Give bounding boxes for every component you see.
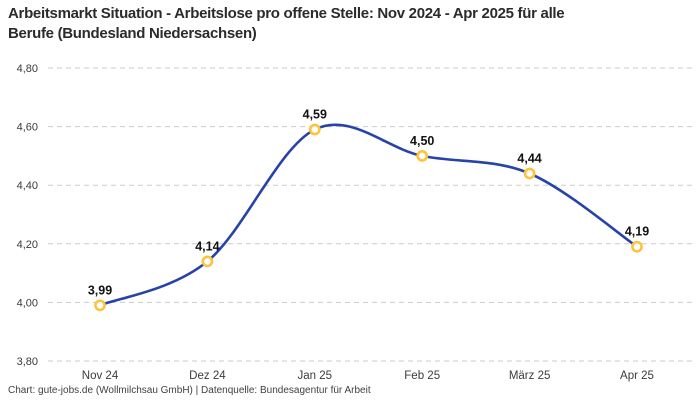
data-point-label: 4,59 bbox=[303, 108, 327, 122]
y-tick-label: 3,80 bbox=[17, 356, 38, 368]
data-point-markers bbox=[94, 123, 643, 312]
x-axis-tick-labels: Nov 24 Dez 24 Jan 25 Feb 25 März 25 Apr 25 bbox=[82, 370, 654, 382]
y-tick-label: 4,60 bbox=[17, 122, 38, 134]
data-point-label: 4,14 bbox=[195, 239, 219, 253]
chart-title: Arbeitsmarkt Situation - Arbeitslose pro… bbox=[8, 4, 565, 44]
x-tick-label: Dez 24 bbox=[189, 370, 226, 382]
data-point-marker bbox=[416, 150, 429, 162]
series-line bbox=[98, 123, 639, 307]
data-point-label: 3,99 bbox=[88, 283, 112, 297]
data-point-marker bbox=[631, 240, 643, 253]
line-chart: 3,80 4,00 4,20 4,40 4,60 4,80 Nov 24 Dez 24 Jan… bbox=[17, 63, 696, 382]
attribution-text: Chart: gute-jobs.de (Wollmilchsau GmbH) … bbox=[8, 385, 371, 396]
data-point-label: 4,19 bbox=[625, 225, 649, 239]
data-point-label: 4,50 bbox=[410, 134, 434, 148]
y-axis-tick-labels: 3,80 4,00 4,20 4,40 4,60 4,80 bbox=[17, 63, 38, 368]
data-point-label: 4,44 bbox=[517, 151, 541, 165]
chart-title-line1: Arbeitsmarkt Situation - Arbeitslose pro… bbox=[8, 5, 565, 22]
data-point-labels: 3,99 4,14 4,59 4,50 4,44 4,19 bbox=[88, 108, 649, 298]
chart-title-line2: Berufe (Bundesland Niedersachsen) bbox=[8, 25, 257, 42]
x-tick-label: Jan 25 bbox=[298, 370, 333, 382]
x-tick-label: Feb 25 bbox=[404, 370, 440, 382]
x-tick-label: März 25 bbox=[509, 370, 551, 382]
x-tick-label: Nov 24 bbox=[82, 370, 119, 382]
gridlines-layer bbox=[48, 67, 696, 362]
y-tick-label: 4,80 bbox=[17, 63, 38, 75]
y-tick-label: 4,40 bbox=[17, 180, 38, 192]
y-tick-label: 4,00 bbox=[17, 297, 38, 309]
data-point-marker bbox=[201, 255, 214, 268]
data-point-marker bbox=[94, 299, 106, 312]
y-tick-label: 4,20 bbox=[17, 239, 38, 251]
data-point-marker bbox=[308, 123, 321, 136]
data-point-marker bbox=[523, 167, 536, 180]
x-tick-label: Apr 25 bbox=[620, 370, 654, 382]
series-layer bbox=[98, 123, 639, 307]
